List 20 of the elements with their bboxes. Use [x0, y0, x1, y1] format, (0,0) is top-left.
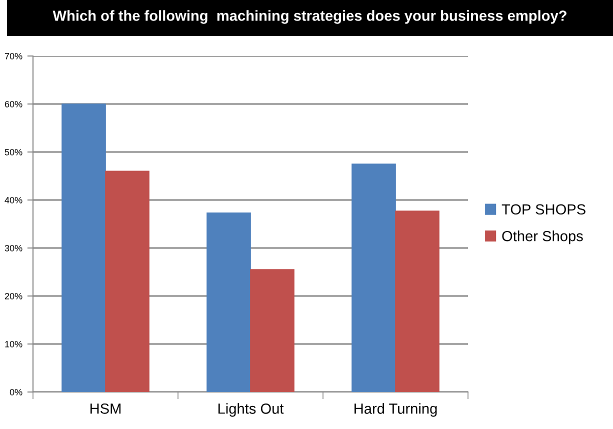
bar — [62, 104, 106, 392]
y-tick-label: 40% — [4, 196, 22, 204]
x-tick-label: HSM — [90, 403, 121, 414]
y-tick-label: 0% — [10, 388, 22, 396]
x-tick-label: Hard Turning — [354, 403, 437, 417]
y-tick-label: 60% — [4, 100, 22, 108]
y-tick-label: 20% — [4, 292, 22, 300]
x-tick-label: Lights Out — [218, 403, 284, 417]
bar — [105, 170, 150, 392]
legend-label: TOP SHOPS — [502, 204, 586, 215]
bar — [250, 269, 294, 392]
y-tick-label: 70% — [4, 52, 22, 60]
y-tick-label: 30% — [4, 244, 22, 252]
y-tick-label: 50% — [4, 148, 22, 156]
bar — [352, 164, 396, 392]
chart-title: Which of the following machining strategies does your business employ? — [52, 10, 566, 24]
bar — [206, 212, 251, 392]
bar — [395, 210, 440, 392]
legend-label: Other Shops — [502, 230, 583, 244]
y-tick-label: 10% — [5, 340, 22, 348]
